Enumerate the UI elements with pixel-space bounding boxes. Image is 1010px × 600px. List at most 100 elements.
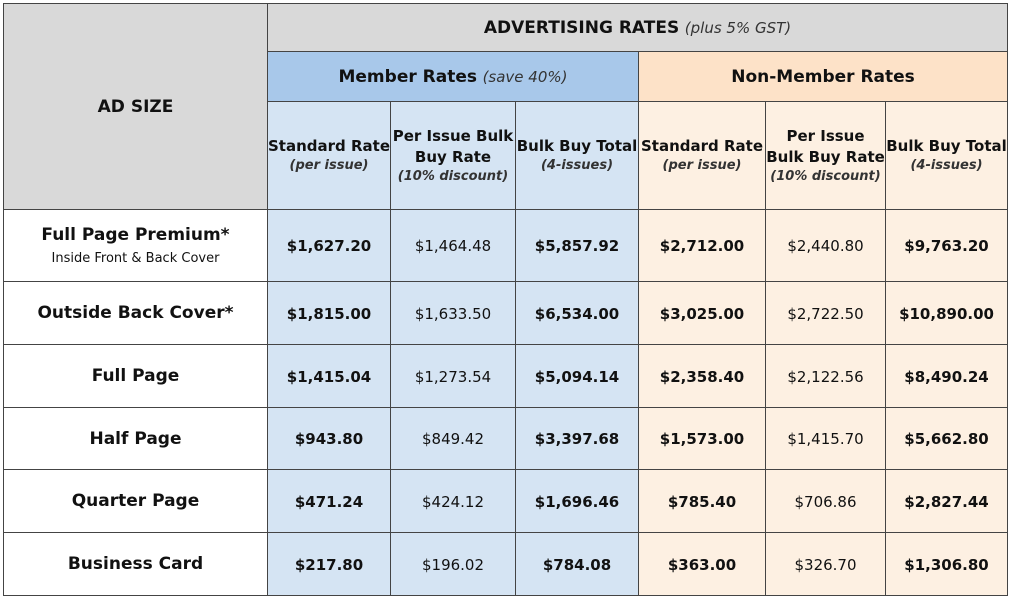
rate-cell: $326.70	[765, 532, 886, 596]
column-note: (per issue)	[662, 158, 742, 173]
rate-cell: $1,633.50	[390, 281, 516, 345]
rate-row: Full Page Premium* Inside Front & Back Co…	[3, 209, 1009, 282]
rate-cell: $1,573.00	[638, 407, 766, 470]
ad-size-cell: Business Card	[3, 532, 268, 596]
rate-cell: $2,712.00	[638, 209, 766, 282]
row-label: Business Card	[67, 554, 204, 574]
rate-value: $9,763.20	[904, 237, 989, 255]
rates-table: AD SIZE ADVERTISING RATES (plus 5% GST) …	[3, 3, 1009, 596]
rate-row: Half Page $943.80 $849.42 $3,397.68 $1,573.0…	[3, 407, 1009, 470]
rate-value: $784.08	[542, 555, 612, 574]
ad-size-cell: Outside Back Cover*	[3, 281, 268, 345]
rate-cell: $3,025.00	[638, 281, 766, 345]
rate-cell: $1,627.20	[267, 209, 391, 282]
member-group: Member Rates (save 40%)	[267, 51, 639, 102]
column-name: Standard Rate	[640, 137, 763, 155]
rate-cell: $8,490.24	[884, 344, 1009, 408]
rate-cell: $471.24	[267, 469, 391, 533]
column-name: Standard Rate	[268, 137, 391, 155]
rate-cell: $5,857.92	[515, 209, 639, 282]
rate-value: $5,662.80	[904, 430, 989, 448]
rate-value: $1,573.00	[659, 430, 745, 448]
rate-cell: $1,815.00	[267, 281, 391, 345]
rate-cell: $5,662.80	[884, 407, 1009, 470]
rate-value: $10,890.00	[899, 304, 994, 323]
group-name: Non-Member Rates	[731, 66, 915, 87]
group-name: Member Rates	[338, 66, 477, 87]
rate-value: $2,440.80	[787, 237, 864, 255]
rate-cell: $196.02	[390, 532, 516, 596]
rate-cell: $943.80	[267, 407, 391, 470]
rate-value: $5,857.92	[534, 237, 620, 255]
rate-cell: $1,415.70	[765, 407, 886, 470]
row-sublabel: Inside Front & Back Cover	[51, 251, 220, 266]
rate-cell: $217.80	[267, 532, 391, 596]
rate-value: $849.42	[421, 430, 485, 448]
rate-cell: $363.00	[638, 532, 766, 596]
column-row: Standard Rate (per issue) Per Issue Bulk B…	[4, 101, 1009, 210]
rate-value: $2,358.40	[659, 367, 745, 386]
rate-value: $3,025.00	[659, 304, 745, 323]
column-name: Bulk Buy Total	[516, 137, 638, 155]
rate-cell: $10,890.00	[884, 281, 1009, 345]
rate-cell: $784.08	[515, 532, 639, 596]
column-name: Per Issue Bulk Buy Rate	[766, 126, 885, 166]
non-member-group: Non-Member Rates	[637, 51, 1009, 102]
ad-size-cell: Full Page	[3, 344, 268, 408]
rate-cell: $2,122.56	[765, 344, 886, 408]
rate-value: $2,722.50	[787, 304, 864, 323]
title-row: AD SIZE ADVERTISING RATES (plus 5% GST)	[3, 3, 1009, 210]
column-header: Standard Rate (per issue)	[267, 101, 391, 210]
row-label: Outside Back Cover*	[37, 303, 234, 323]
rate-value: $2,827.44	[904, 492, 989, 511]
rate-value: $1,415.04	[286, 367, 372, 386]
rate-row: Outside Back Cover* $1,815.00 $1,633.50 $6,…	[3, 281, 1009, 345]
rate-value: $6,534.00	[534, 304, 620, 323]
column-header: Per Issue Bulk Buy Rate (10% discount)	[765, 101, 886, 210]
row-label: Quarter Page	[71, 491, 200, 511]
rate-value: $1,273.54	[414, 367, 492, 386]
column-note: (10% discount)	[770, 168, 881, 184]
title-cell: ADVERTISING RATES (plus 5% GST)	[266, 3, 1009, 52]
column-name: Bulk Buy Total	[886, 137, 1007, 155]
ad-size-cell: Half Page	[3, 407, 268, 470]
column-header: Bulk Buy Total (4-issues)	[515, 101, 639, 210]
row-label: Full Page Premium*	[41, 225, 230, 245]
rate-cell: $6,534.00	[515, 281, 639, 345]
rate-value: $1,633.50	[414, 304, 492, 323]
column-header: Per Issue Bulk Buy Rate (10% discount)	[390, 101, 516, 210]
rate-cell: $785.40	[638, 469, 766, 533]
rate-value: $326.70	[794, 555, 857, 574]
rate-cell: $1,696.46	[515, 469, 639, 533]
rate-value: $1,696.46	[534, 492, 620, 511]
rate-cell: $9,763.20	[884, 209, 1009, 282]
column-note: (per issue)	[289, 158, 369, 173]
rate-cell: $5,094.14	[515, 344, 639, 408]
rate-value: $471.24	[294, 492, 364, 511]
rate-cell: $3,397.68	[515, 407, 639, 470]
rate-cell: $2,358.40	[638, 344, 766, 408]
rate-value: $943.80	[294, 430, 364, 448]
ad-size-cell: Full Page Premium* Inside Front & Back Co…	[3, 209, 268, 282]
rate-value: $2,122.56	[787, 367, 864, 386]
rate-cell: $849.42	[390, 407, 516, 470]
group-note: (save 40%)	[482, 67, 568, 86]
rate-row: Full Page $1,415.04 $1,273.54 $5,094.14 $2,3…	[3, 344, 1009, 408]
ad-size-header: AD SIZE	[3, 3, 268, 210]
rate-cell: $1,306.80	[884, 532, 1009, 596]
rate-value: $196.02	[421, 555, 485, 574]
ad-size-cell: Quarter Page	[3, 469, 268, 533]
rate-value: $363.00	[667, 555, 737, 574]
rate-value: $3,397.68	[534, 430, 620, 448]
rate-value: $8,490.24	[904, 367, 989, 386]
column-header: Standard Rate (per issue)	[638, 101, 766, 210]
ad-size-label: AD SIZE	[97, 96, 174, 117]
rate-cell: $1,415.04	[267, 344, 391, 408]
column-note: (4-issues)	[540, 158, 614, 173]
rate-cell: $706.86	[765, 469, 886, 533]
rate-value: $1,306.80	[904, 555, 989, 574]
title: ADVERTISING RATES	[483, 17, 680, 38]
column-note: (10% discount)	[397, 168, 509, 184]
column-note: (4-issues)	[910, 158, 983, 173]
